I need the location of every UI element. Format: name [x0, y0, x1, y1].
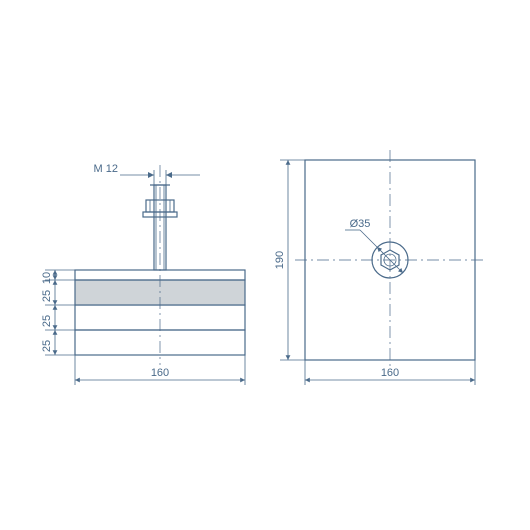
thread-label: M 12: [94, 163, 118, 175]
right-width-dim: 160: [381, 367, 399, 379]
left-view: M 12 160 25 25 25 10: [41, 163, 245, 385]
right-height-dim: 190: [274, 251, 286, 269]
dim-h3: 25: [41, 290, 53, 302]
diameter-label: Ø35: [350, 218, 371, 230]
right-view: Ø35 160 190: [274, 150, 485, 385]
technical-drawing: M 12 160 25 25 25 10: [0, 0, 530, 530]
dim-h4: 10: [41, 272, 53, 284]
dim-h2: 25: [41, 315, 53, 327]
dim-h1: 25: [41, 340, 53, 352]
left-width-dim: 160: [151, 367, 169, 379]
